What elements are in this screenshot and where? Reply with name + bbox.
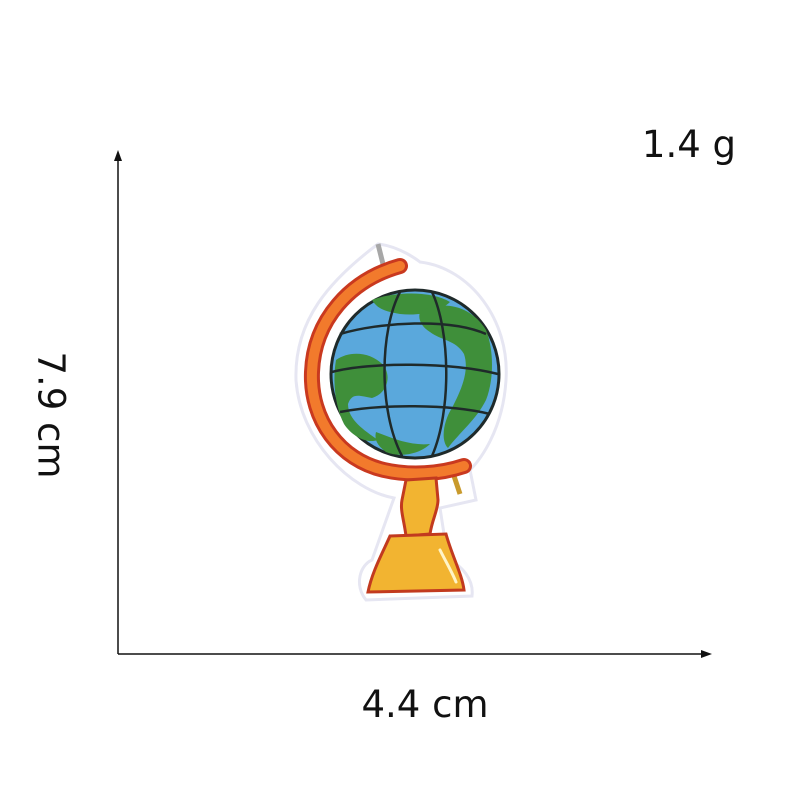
globe-stand-base	[366, 532, 466, 594]
height-label: 7.9 cm	[29, 351, 73, 479]
globe-stand-neck	[400, 476, 440, 538]
width-label: 4.4 cm	[361, 683, 489, 726]
globe-grid-lines	[331, 291, 499, 457]
horizontal-axis-arrow-icon	[701, 650, 712, 658]
globe-land-left	[334, 353, 388, 442]
dimension-axes	[114, 150, 712, 658]
vertical-axis-arrow-icon	[114, 150, 122, 161]
weight-label: 1.4 g	[641, 123, 736, 166]
globe-land-right	[419, 305, 492, 448]
globe-patch-icon	[294, 242, 508, 602]
globe-base-highlight	[438, 548, 458, 584]
globe-stand-arc-highlight	[306, 261, 469, 479]
globe-land-bottom	[375, 432, 430, 455]
